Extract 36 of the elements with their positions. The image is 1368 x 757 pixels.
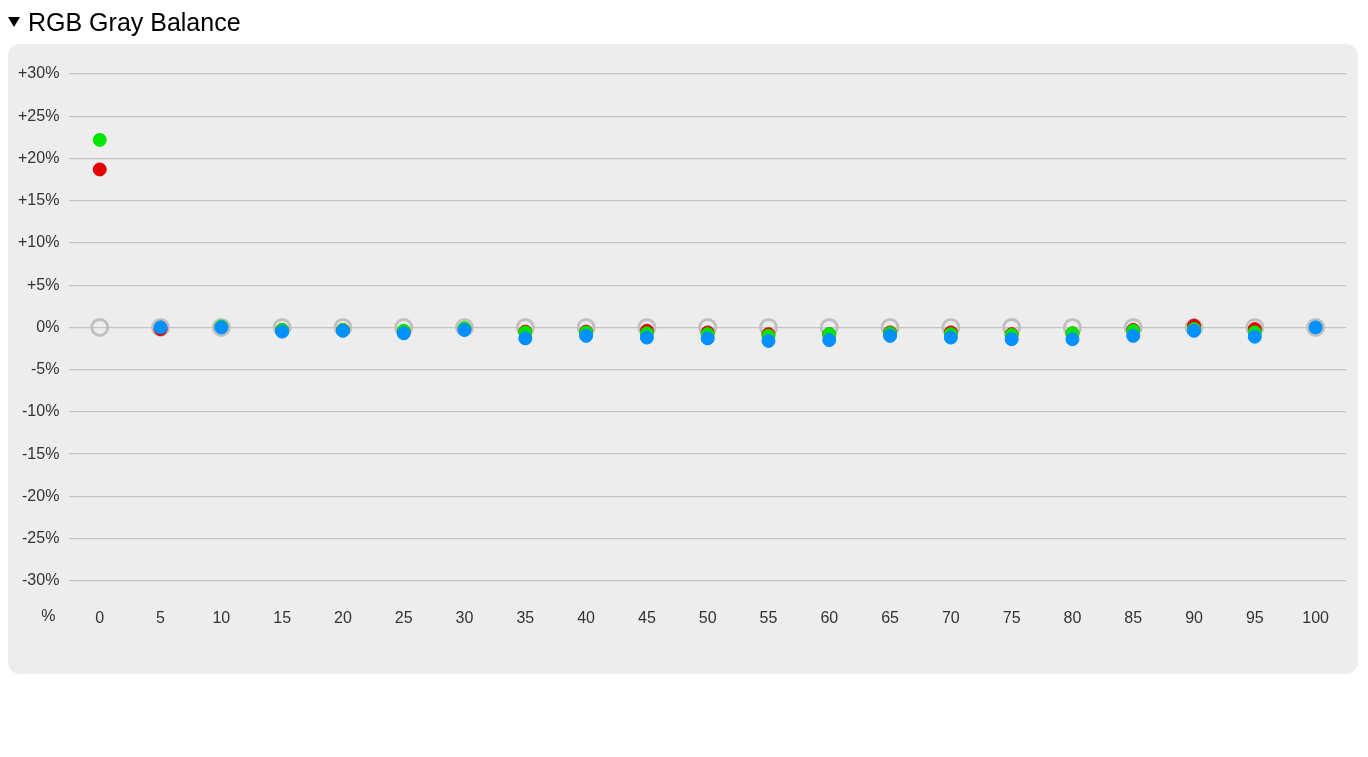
y-tick-label: -15% [22,444,60,462]
y-tick-label: +5% [26,275,60,293]
y-tick-label: -5% [30,360,60,378]
x-tick-label: 25 [394,608,413,626]
x-tick-label: 5 [156,608,166,626]
x-tick-label: 15 [273,608,292,626]
x-tick-label: 80 [1063,608,1082,626]
y-tick-label: +25% [17,106,60,124]
y-tick-label: +30% [17,64,60,82]
x-tick-label: 45 [637,608,656,626]
x-tick-label: 85 [1124,608,1143,626]
y-tick-label: -20% [22,486,60,504]
y-tick-label: -30% [22,571,60,589]
x-tick-label: 30 [455,608,474,626]
y-tick-label: -10% [22,402,60,420]
x-tick-label: 70 [941,608,960,626]
y-tick-label: 0% [36,317,60,335]
y-tick-label: +20% [17,148,60,166]
x-tick-label: 65 [881,608,900,626]
y-tick-label: +15% [17,191,60,209]
x-tick-label: 0 [95,608,105,626]
x-tick-label: 55 [759,608,778,626]
x-tick-label: 50 [698,608,717,626]
x-tick-label: 35 [516,608,535,626]
x-tick-label: 60 [820,608,839,626]
chart-title: RGB Gray Balance [28,7,241,37]
x-tick-label: 95 [1245,608,1264,626]
y-tick-label: +10% [17,233,60,251]
x-axis-title: % [41,607,56,625]
x-tick-label: 90 [1185,608,1204,626]
x-tick-label: 10 [212,608,231,626]
x-tick-label: 75 [1002,608,1021,626]
y-tick-label: -25% [22,528,60,546]
x-tick-label: 100 [1302,608,1330,626]
x-tick-label: 40 [577,608,596,626]
x-tick-label: 20 [334,608,352,626]
